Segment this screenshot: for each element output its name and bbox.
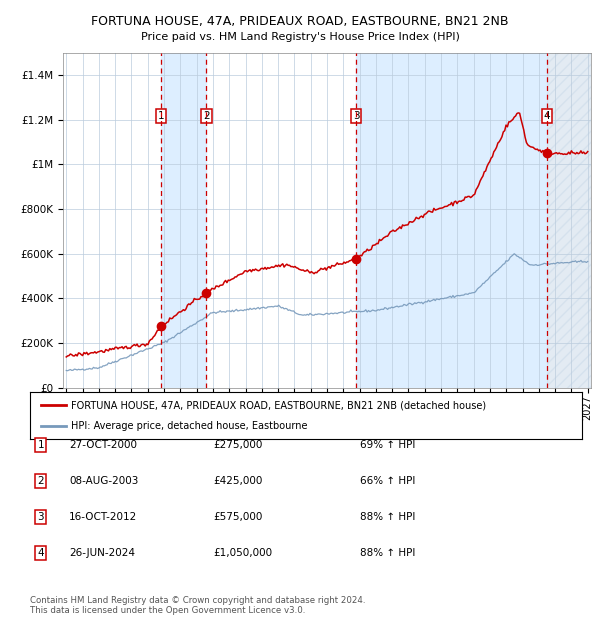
Text: £425,000: £425,000 [213, 476, 262, 486]
Text: 1: 1 [158, 112, 164, 122]
Bar [161, 53, 206, 388]
Text: 27-OCT-2000: 27-OCT-2000 [69, 440, 137, 450]
Bar [356, 53, 547, 388]
Text: 88% ↑ HPI: 88% ↑ HPI [360, 512, 415, 522]
Text: Contains HM Land Registry data © Crown copyright and database right 2024.
This d: Contains HM Land Registry data © Crown c… [30, 596, 365, 615]
Text: 66% ↑ HPI: 66% ↑ HPI [360, 476, 415, 486]
Text: 3: 3 [353, 112, 359, 122]
Bar [547, 53, 596, 388]
Text: 88% ↑ HPI: 88% ↑ HPI [360, 548, 415, 558]
Text: 69% ↑ HPI: 69% ↑ HPI [360, 440, 415, 450]
Text: £1,050,000: £1,050,000 [213, 548, 272, 558]
Text: 1: 1 [37, 440, 44, 450]
Text: 2: 2 [203, 112, 210, 122]
Text: 3: 3 [37, 512, 44, 522]
Text: 26-JUN-2024: 26-JUN-2024 [69, 548, 135, 558]
Text: £575,000: £575,000 [213, 512, 262, 522]
Text: Price paid vs. HM Land Registry's House Price Index (HPI): Price paid vs. HM Land Registry's House … [140, 32, 460, 42]
Text: HPI: Average price, detached house, Eastbourne: HPI: Average price, detached house, East… [71, 422, 308, 432]
Text: 2: 2 [37, 476, 44, 486]
Text: 08-AUG-2003: 08-AUG-2003 [69, 476, 139, 486]
Text: 16-OCT-2012: 16-OCT-2012 [69, 512, 137, 522]
Text: 4: 4 [544, 112, 550, 122]
Text: FORTUNA HOUSE, 47A, PRIDEAUX ROAD, EASTBOURNE, BN21 2NB (detached house): FORTUNA HOUSE, 47A, PRIDEAUX ROAD, EASTB… [71, 400, 487, 410]
Text: 4: 4 [37, 548, 44, 558]
Text: £275,000: £275,000 [213, 440, 262, 450]
Text: FORTUNA HOUSE, 47A, PRIDEAUX ROAD, EASTBOURNE, BN21 2NB: FORTUNA HOUSE, 47A, PRIDEAUX ROAD, EASTB… [91, 16, 509, 29]
